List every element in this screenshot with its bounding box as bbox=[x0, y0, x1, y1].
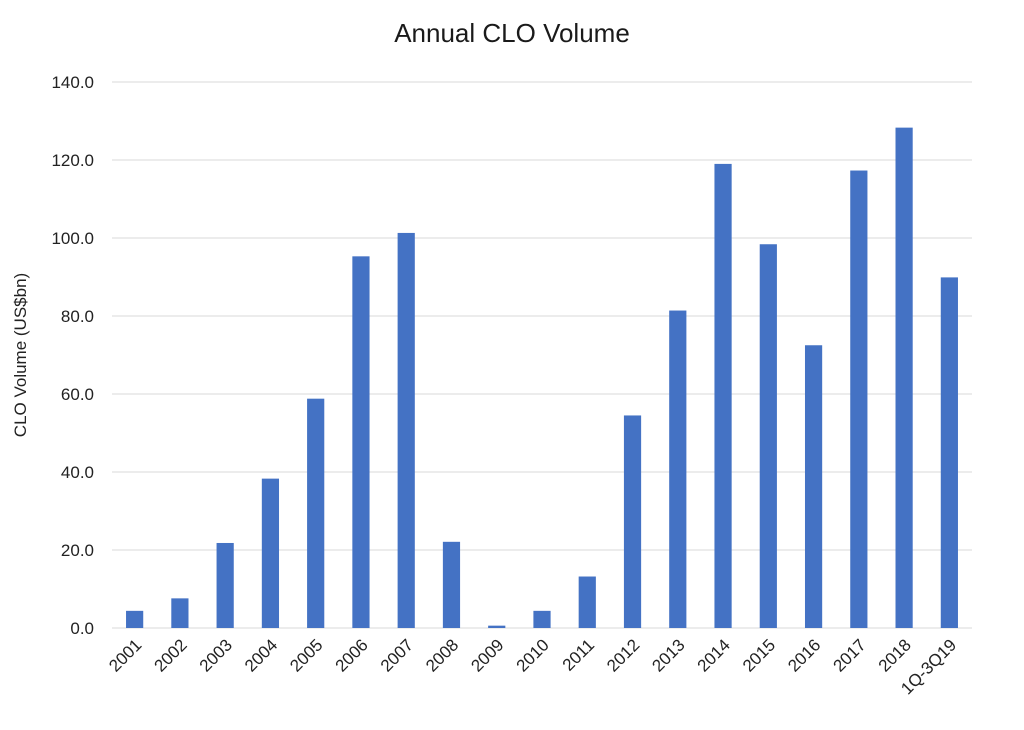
x-tick-label: 2012 bbox=[603, 635, 643, 675]
y-axis-title: CLO Volume (US$bn) bbox=[11, 273, 30, 437]
x-tick-label: 2013 bbox=[648, 635, 688, 675]
bar-1q-3q19 bbox=[940, 277, 958, 628]
bar-2005 bbox=[307, 398, 325, 628]
x-tick-label: 2007 bbox=[377, 635, 417, 675]
bar-2007 bbox=[397, 232, 415, 628]
y-axis-ticks: 0.0 20.0 40.0 60.0 80.0 100.0 120.0 140.0 bbox=[51, 73, 94, 638]
y-tick-label: 80.0 bbox=[61, 307, 94, 326]
bar-2018 bbox=[895, 127, 913, 628]
x-tick-label: 2004 bbox=[241, 635, 281, 675]
x-axis-ticks: 2001 2002 2003 2004 2005 2006 2007 2008 2009 2010… bbox=[105, 635, 960, 698]
y-tick-label: 140.0 bbox=[51, 73, 94, 92]
x-tick-label: 2011 bbox=[559, 635, 598, 674]
bar-2004 bbox=[261, 478, 280, 628]
y-tick-label: 20.0 bbox=[61, 541, 94, 560]
chart-title: Annual CLO Volume bbox=[394, 18, 630, 48]
bar-2009 bbox=[488, 625, 506, 628]
bar-2003 bbox=[216, 542, 234, 628]
bar-2001 bbox=[126, 610, 144, 628]
y-tick-label: 40.0 bbox=[61, 463, 94, 482]
y-tick-label: 0.0 bbox=[70, 619, 94, 638]
x-tick-label: 2015 bbox=[739, 635, 779, 675]
x-tick-label: 2002 bbox=[151, 635, 191, 675]
bar-2011 bbox=[578, 576, 596, 628]
bar-2015 bbox=[759, 244, 777, 629]
x-tick-label: 2014 bbox=[694, 635, 734, 675]
bar-2014 bbox=[714, 163, 732, 628]
bar-2013 bbox=[669, 310, 687, 628]
x-tick-label: 2016 bbox=[784, 635, 824, 675]
x-tick-label: 2005 bbox=[286, 635, 326, 675]
bar-2017 bbox=[850, 170, 868, 628]
x-tick-label: 2008 bbox=[422, 635, 462, 675]
y-tick-label: 100.0 bbox=[51, 229, 94, 248]
x-tick-label: 2006 bbox=[332, 635, 372, 675]
gridlines bbox=[112, 81, 972, 629]
bar-2012 bbox=[623, 415, 642, 628]
x-tick-label: 2017 bbox=[829, 635, 869, 675]
x-tick-label: 2009 bbox=[467, 635, 507, 675]
bar-2016 bbox=[804, 345, 823, 628]
bar-2010 bbox=[533, 610, 551, 628]
x-tick-label: 2003 bbox=[196, 635, 236, 675]
x-tick-label: 2010 bbox=[513, 635, 553, 675]
y-tick-label: 120.0 bbox=[51, 151, 94, 170]
bar-2002 bbox=[171, 598, 189, 628]
x-tick-label: 2001 bbox=[105, 635, 145, 675]
bars bbox=[126, 127, 958, 629]
y-tick-label: 60.0 bbox=[61, 385, 94, 404]
bar-2006 bbox=[352, 256, 370, 628]
bar-2008 bbox=[442, 541, 461, 628]
x-tick-label: 2018 bbox=[875, 635, 915, 675]
